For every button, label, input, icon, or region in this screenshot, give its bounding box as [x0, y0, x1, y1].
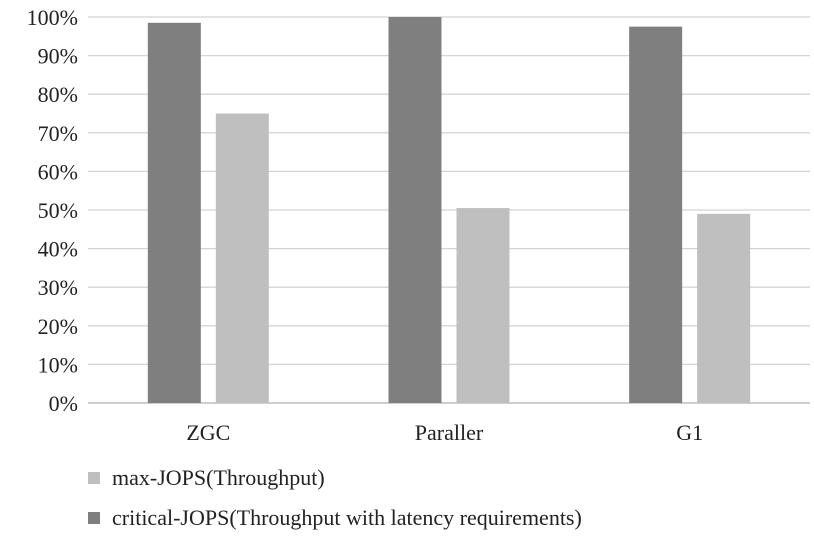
bar-g1-series-0: [629, 26, 683, 404]
legend: max-JOPS(Throughput) critical-JOPS(Throu…: [88, 458, 582, 538]
bar-g1-series-1: [697, 213, 751, 403]
legend-swatch-critical-jops: [88, 512, 100, 524]
y-tick-label: 90%: [38, 44, 78, 69]
y-tick-label: 20%: [38, 314, 78, 339]
y-axis-tick-labels: 0% 10% 20% 30% 40% 50% 60% 70% 80% 90% 100%: [27, 5, 78, 416]
x-axis-category-labels: ZGC Paraller G1: [186, 420, 703, 445]
legend-swatch-max-jops: [88, 472, 100, 484]
bar-paraller-series-1: [456, 208, 510, 403]
bars: [147, 17, 751, 404]
y-tick-label: 80%: [38, 82, 78, 107]
legend-label-critical-jops: critical-JOPS(Throughput with latency re…: [112, 505, 582, 530]
y-tick-label: 30%: [38, 275, 78, 300]
gridlines: [88, 16, 810, 404]
y-tick-label: 10%: [38, 352, 78, 377]
y-tick-label: 0%: [49, 391, 78, 416]
y-tick-label: 50%: [38, 198, 78, 223]
x-category-label: Paraller: [415, 420, 484, 445]
x-category-label: G1: [676, 420, 703, 445]
legend-item-max-jops: max-JOPS(Throughput): [88, 458, 582, 498]
x-category-label: ZGC: [186, 420, 230, 445]
y-tick-label: 60%: [38, 159, 78, 184]
y-tick-label: 70%: [38, 121, 78, 146]
y-tick-label: 100%: [27, 5, 78, 30]
bar-paraller-series-0: [388, 17, 442, 403]
y-tick-label: 40%: [38, 237, 78, 262]
legend-item-critical-jops: critical-JOPS(Throughput with latency re…: [88, 498, 582, 538]
bar-chart: 0% 10% 20% 30% 40% 50% 60% 70% 80% 90% 100% ZGC Par…: [27, 5, 810, 445]
bar-zgc-series-1: [215, 113, 269, 403]
bar-zgc-series-0: [147, 22, 201, 403]
legend-label-max-jops: max-JOPS(Throughput): [112, 465, 325, 490]
